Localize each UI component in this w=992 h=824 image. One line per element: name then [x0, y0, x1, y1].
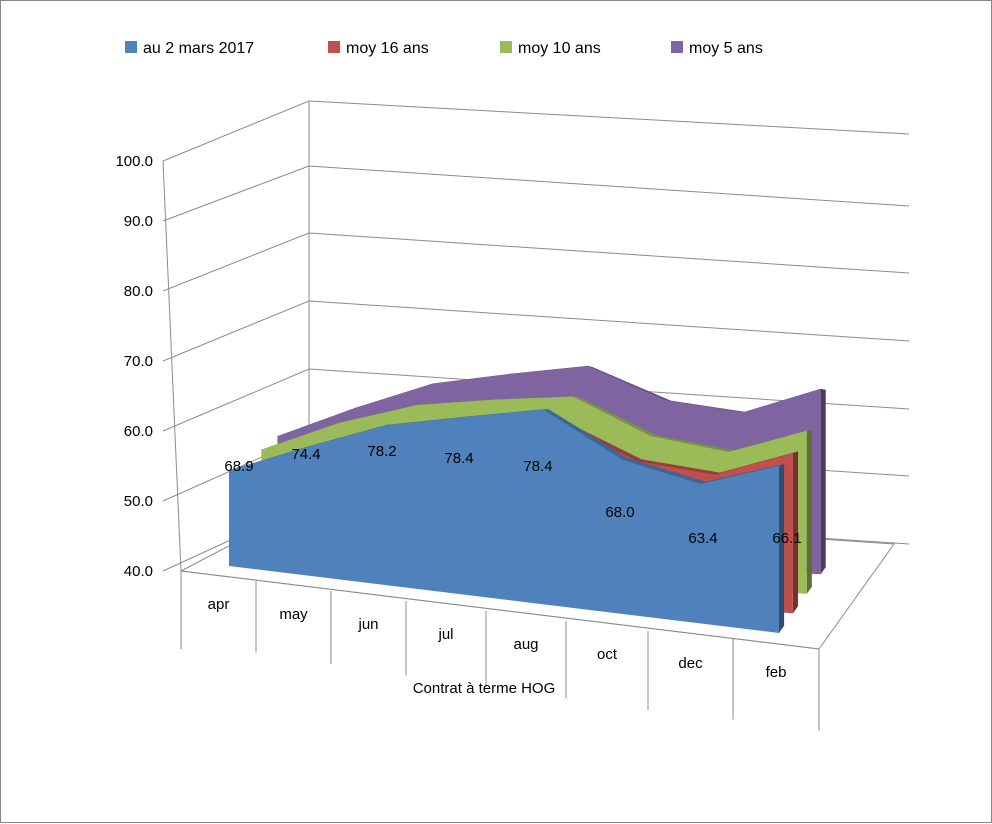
- legend-swatch: [328, 41, 340, 53]
- category-label: jun: [357, 616, 378, 633]
- x-axis-line: [180, 570, 820, 650]
- legend-label: au 2 mars 2017: [143, 40, 254, 57]
- series-side-face: [779, 464, 785, 633]
- legend-item: moy 5 ans: [671, 40, 763, 57]
- data-labels: 68.9 74.4 78.2 78.4 78.4 68.0 63.4 66.1: [224, 443, 801, 547]
- legend-label: moy 10 ans: [518, 40, 601, 57]
- legend-swatch: [125, 41, 137, 53]
- category-label: dec: [678, 655, 703, 672]
- data-label: 66.1: [772, 530, 801, 547]
- y-tick-labels: 40.0 50.0 60.0 70.0 80.0 90.0 100.0: [115, 153, 153, 580]
- legend-swatch: [500, 41, 512, 53]
- legend-item: moy 16 ans: [328, 40, 429, 57]
- y-tick-label: 100.0: [115, 153, 153, 170]
- category-label: aug: [513, 636, 538, 653]
- y-tick-label: 50.0: [124, 493, 153, 510]
- category-label: jul: [437, 626, 453, 643]
- gridline: [162, 165, 910, 222]
- series-side-face: [806, 430, 812, 594]
- gridlines: [162, 100, 910, 572]
- legend-item: au 2 mars 2017: [125, 40, 254, 57]
- data-label: 63.4: [688, 530, 717, 547]
- category-label: feb: [766, 664, 787, 681]
- category-label: oct: [597, 646, 618, 663]
- category-label: apr: [208, 596, 230, 613]
- legend-swatch: [671, 41, 683, 53]
- category-labels: apr may jun jul aug oct dec feb: [208, 596, 787, 681]
- y-tick-label: 90.0: [124, 213, 153, 230]
- series-side-face: [792, 451, 798, 614]
- gridline: [162, 100, 910, 162]
- legend-label: moy 16 ans: [346, 40, 429, 57]
- x-axis-title: Contrat à terme HOG: [413, 680, 556, 697]
- series-0: [228, 409, 785, 633]
- wall-edge-left: [162, 160, 182, 572]
- data-label: 78.4: [523, 458, 552, 475]
- y-tick-label: 60.0: [124, 423, 153, 440]
- y-tick-label: 70.0: [124, 353, 153, 370]
- gridline: [162, 300, 910, 362]
- data-label: 68.9: [224, 458, 253, 475]
- series-side-face: [820, 389, 826, 575]
- data-label: 74.4: [291, 446, 320, 463]
- legend-item: moy 10 ans: [500, 40, 601, 57]
- y-tick-label: 80.0: [124, 283, 153, 300]
- y-tick-label: 40.0: [124, 563, 153, 580]
- data-label: 68.0: [605, 504, 634, 521]
- data-label: 78.2: [367, 443, 396, 460]
- series-areas: [228, 365, 826, 633]
- legend: au 2 mars 2017 moy 16 ans moy 10 ans moy 5 …: [125, 40, 763, 57]
- legend-label: moy 5 ans: [689, 40, 763, 57]
- series-front-face: [229, 409, 779, 633]
- gridline: [162, 232, 910, 292]
- data-label: 78.4: [444, 450, 473, 467]
- category-label: may: [279, 606, 308, 623]
